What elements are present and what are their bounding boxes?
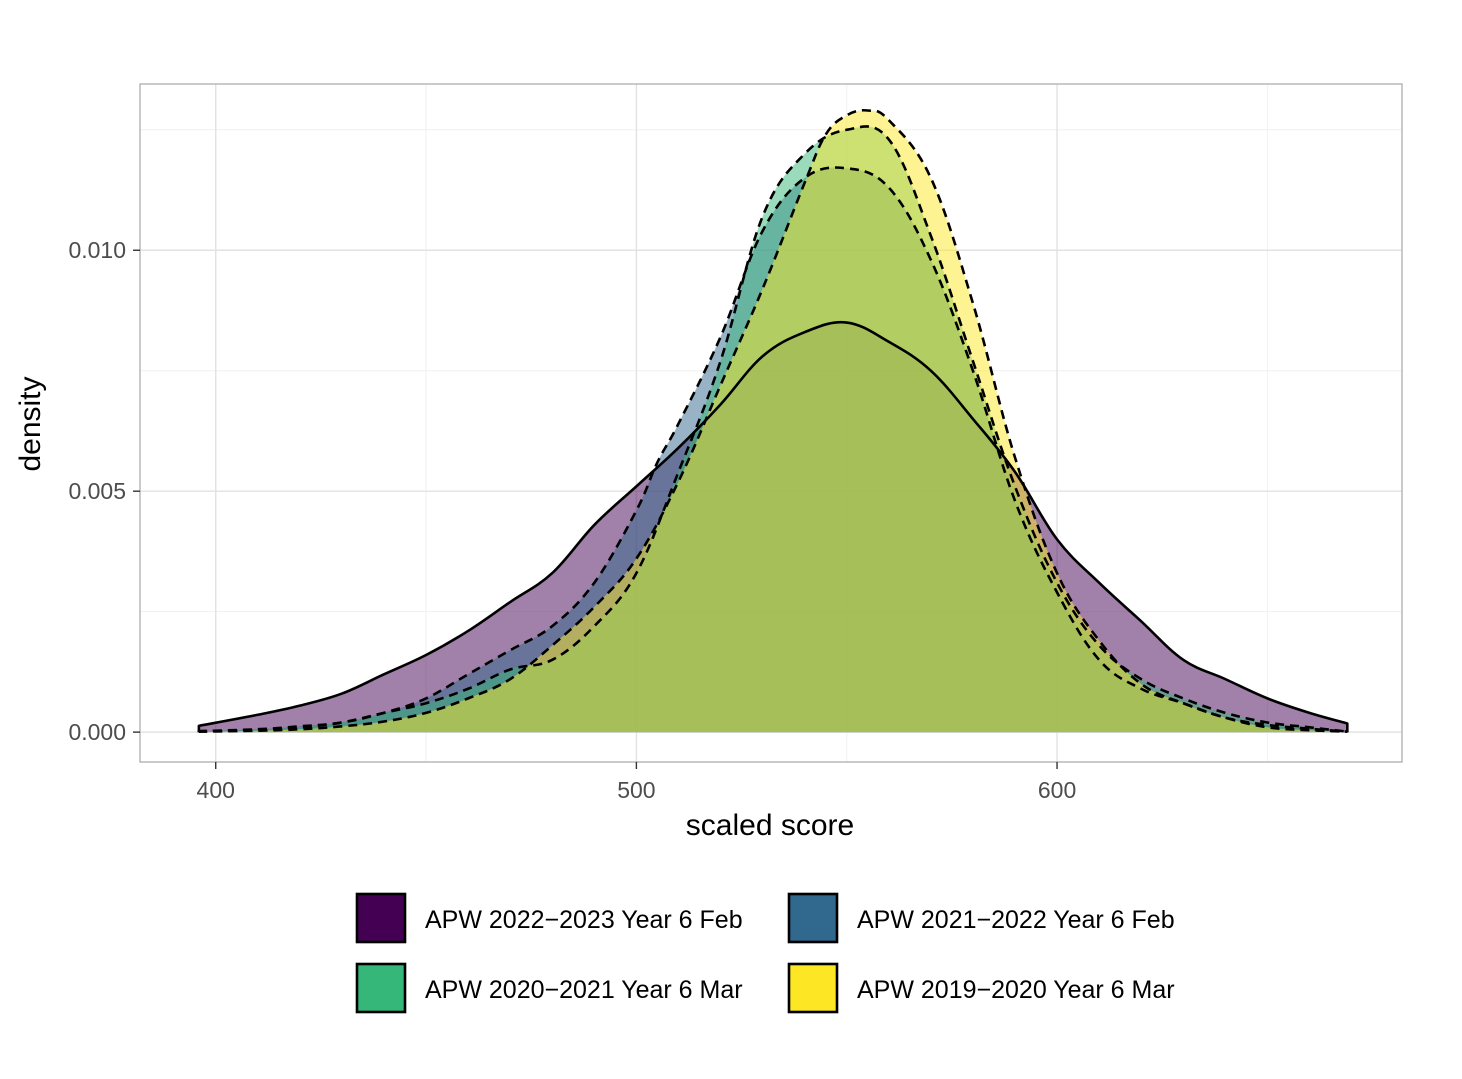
density-outlines xyxy=(197,108,1349,733)
density-area-series-4 xyxy=(198,110,1348,733)
axes: 400 500 600 0.000 0.005 0.010 xyxy=(68,237,1076,803)
x-tick-label: 600 xyxy=(1038,777,1076,803)
legend-key xyxy=(355,892,407,944)
x-tick-label: 500 xyxy=(617,777,655,803)
legend: APW 2022−2023 Year 6 Feb APW 2021−2022 Ye… xyxy=(355,892,1175,1014)
legend-key xyxy=(787,962,839,1014)
plot-panel-border xyxy=(139,83,1403,763)
x-tick-label: 400 xyxy=(197,777,235,803)
legend-key xyxy=(355,962,407,1014)
y-tick-label: 0.005 xyxy=(68,478,126,504)
density-areas xyxy=(198,110,1348,733)
legend-label: APW 2019−2020 Year 6 Mar xyxy=(857,976,1175,1004)
density-line-series-2 xyxy=(197,166,1349,733)
legend-label: APW 2022−2023 Year 6 Feb xyxy=(425,906,743,934)
density-line-series-4 xyxy=(197,108,1349,733)
density-line-series-3 xyxy=(197,125,1349,733)
y-tick-label: 0.010 xyxy=(68,237,126,263)
density-line-series-1 xyxy=(197,320,1349,733)
legend-label: APW 2020−2021 Year 6 Mar xyxy=(425,976,743,1004)
x-axis-title: scaled score xyxy=(686,809,854,842)
y-tick-label: 0.000 xyxy=(68,719,126,745)
legend-label: APW 2021−2022 Year 6 Feb xyxy=(857,906,1175,934)
legend-key xyxy=(787,892,839,944)
y-axis-title: density xyxy=(14,376,47,471)
